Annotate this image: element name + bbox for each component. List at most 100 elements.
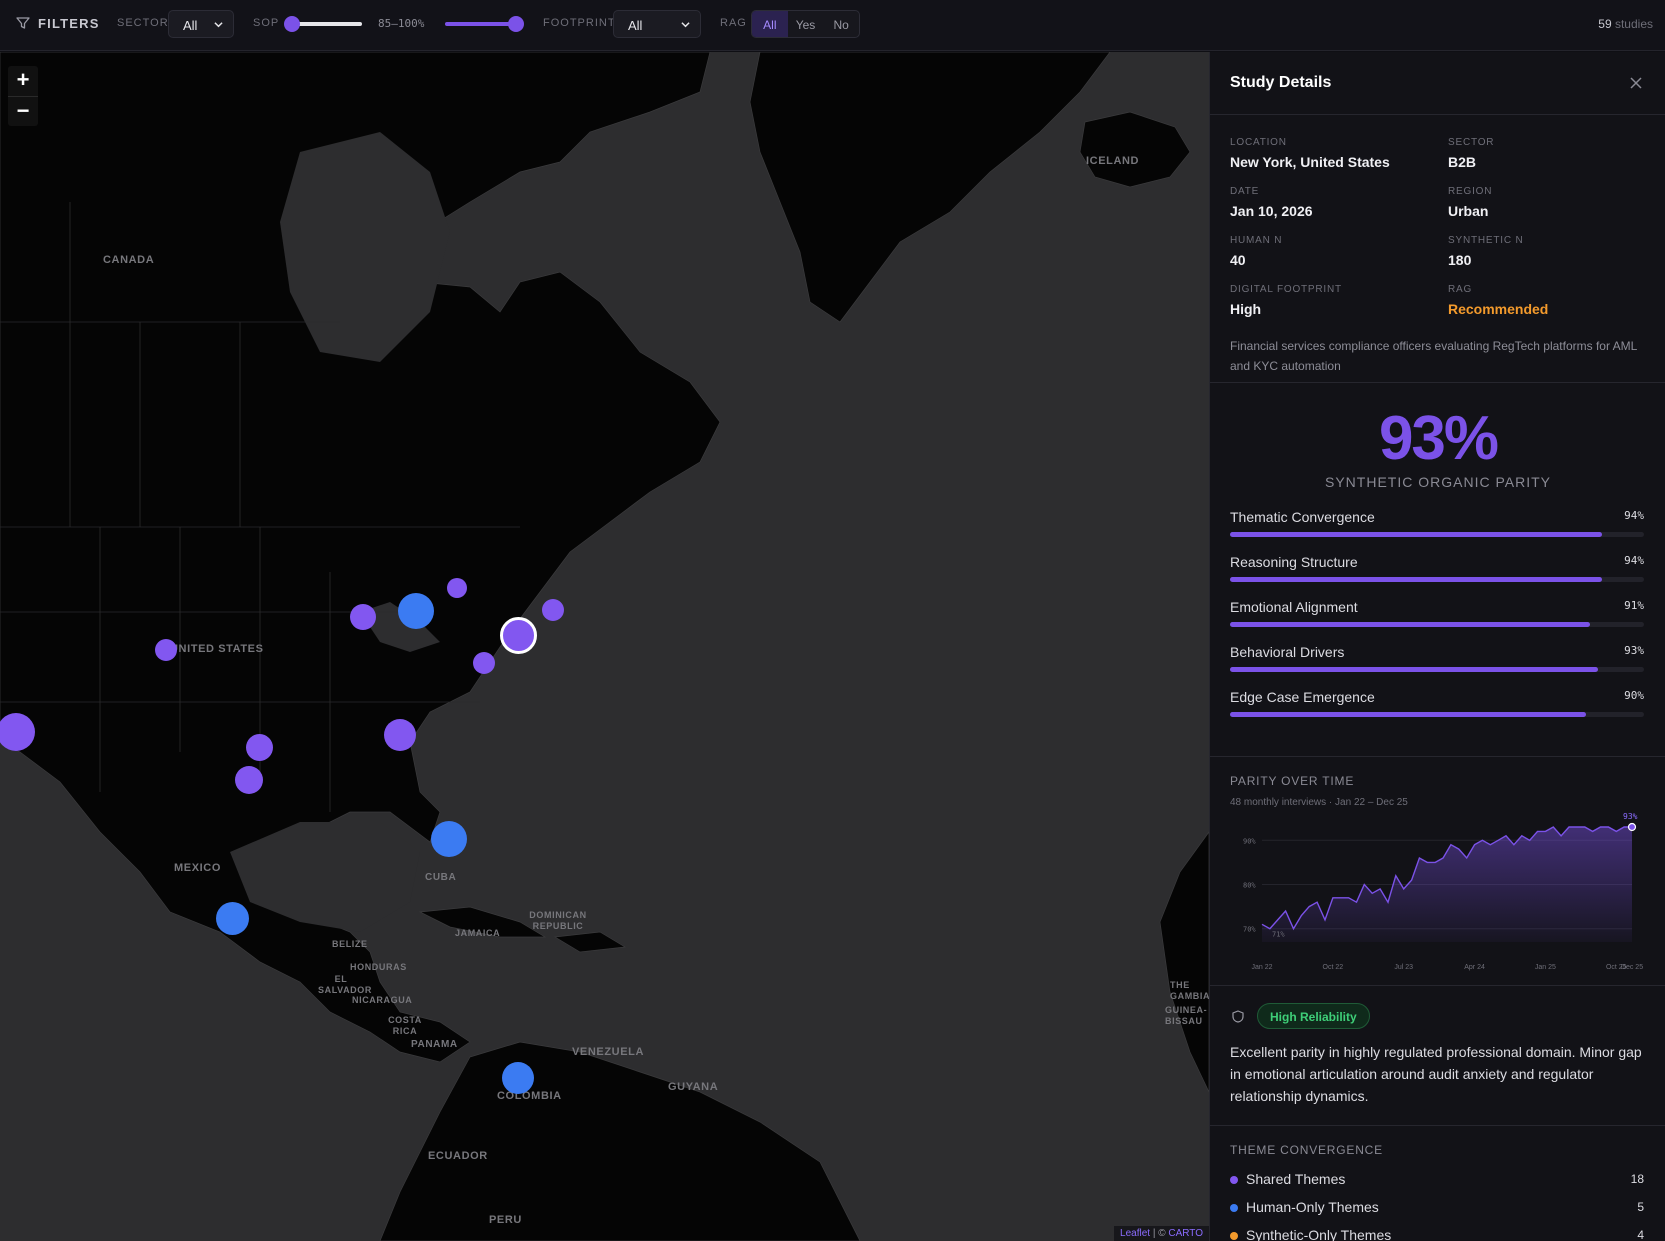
zoom-in-button[interactable]: + [16,67,30,92]
study-details-panel: Study Details LOCATION New York, United S… [1209,52,1665,1241]
footprint-label: FOOTPRINT [543,17,616,29]
study-marker[interactable] [542,599,564,621]
rag-option-all[interactable]: All [752,11,788,37]
rag-label: RAG [720,17,747,29]
reliability-badge: High Reliability [1257,1003,1370,1029]
metric-bar-fill [1230,667,1599,672]
map-label-iceland: ICELAND [1086,155,1140,167]
study-marker[interactable] [398,593,434,629]
filters-title: FILTERS [38,16,100,31]
study-marker[interactable] [0,713,35,751]
theme-label: Human-Only Themes [1246,1199,1379,1215]
rag-option-yes[interactable]: Yes [795,18,816,32]
field-value: 40 [1230,252,1246,268]
sop-slider-max-thumb[interactable] [508,16,524,32]
theme-row: Human-Only Themes 5 [1230,1199,1644,1219]
sop-slider-min-track[interactable] [290,22,362,26]
field-region: REGION Urban [1448,186,1648,219]
field-human-n: HUMAN N 40 [1230,235,1430,268]
metric-value: 93% [1624,644,1644,657]
sop-slider-min-thumb[interactable] [284,16,300,32]
study-marker[interactable] [431,821,467,857]
parity-metric: Edge Case Emergence 90% [1230,689,1644,725]
trend-line [1261,826,1632,931]
metric-label: Behavioral Drivers [1230,644,1345,660]
theme-row: Synthetic-Only Themes 4 [1230,1227,1644,1241]
study-marker[interactable] [246,734,273,761]
field-value: Jan 10, 2026 [1230,203,1313,219]
parity-metric: Emotional Alignment 91% [1230,599,1644,635]
field-key: REGION [1448,186,1493,197]
study-marker[interactable] [350,604,376,630]
field-digital-footprint: DIGITAL FOOTPRINT High [1230,284,1430,317]
study-count-value: 59 [1598,17,1612,31]
field-key: RAG [1448,284,1473,295]
map-label-ecuador: ECUADOR [428,1150,488,1162]
parity-label: SYNTHETIC ORGANIC PARITY [1325,474,1551,490]
water-gulf-of-mexico [230,822,420,932]
metric-value: 94% [1624,554,1644,567]
rag-option-no[interactable]: No [833,18,849,32]
field-location: LOCATION New York, United States [1230,137,1430,170]
sop-slider-max-track[interactable] [445,22,515,26]
field-key: LOCATION [1230,137,1287,148]
x-tick-label: Jan 22 [1251,964,1272,971]
theme-count: 4 [1637,1228,1644,1241]
metric-bar-track [1230,712,1644,717]
map[interactable]: + − ICELAND CANADA UNITED STATES MEXICO … [0,52,1209,1241]
trend-end-point [1627,822,1637,832]
land-greenland [749,52,1111,323]
water-great-lakes [360,602,440,652]
field-key: DATE [1230,186,1260,197]
filter-bar: FILTERS SECTOR All SOP 85–100% FOOTPRINT… [0,0,1665,51]
x-tick-label: Jan 25 [1535,964,1556,971]
study-count-suffix: studies [1614,17,1653,31]
field-rag: RAG Recommended [1448,284,1648,317]
study-marker[interactable] [447,578,467,598]
theme-color-dot [1230,1232,1238,1240]
y-tick-label: 70% [1243,926,1256,934]
close-icon[interactable] [1629,76,1643,90]
study-marker-selected[interactable] [500,617,537,654]
theme-color-dot [1230,1176,1238,1184]
attribution-carto-link[interactable]: CARTO [1168,1228,1203,1239]
filter-icon [16,17,30,29]
footprint-select-value: All [628,18,643,33]
study-marker[interactable] [235,766,263,794]
map-attribution: Leaflet | © CARTO [1114,1226,1209,1241]
zoom-out-button[interactable]: − [8,96,38,126]
metric-bar-track [1230,577,1644,582]
parity-metric: Behavioral Drivers 93% [1230,644,1644,680]
field-value: 180 [1448,252,1472,268]
metric-label: Edge Case Emergence [1230,689,1375,705]
map-label-el-salvador: EL SALVADOR [318,974,372,995]
study-marker[interactable] [216,902,249,935]
study-marker[interactable] [155,639,177,661]
field-date: DATE Jan 10, 2026 [1230,186,1430,219]
study-marker[interactable] [502,1062,534,1094]
study-info: LOCATION New York, United States SECTOR B2… [1210,115,1665,383]
sop-range-text: 85–100% [378,17,425,30]
theme-label: Shared Themes [1246,1171,1346,1187]
map-label-mexico: MEXICO [174,862,221,874]
metric-bar-track [1230,622,1644,627]
footprint-select[interactable]: All [613,10,701,38]
study-marker[interactable] [473,652,495,674]
attribution-leaflet-link[interactable]: Leaflet [1120,1228,1151,1239]
metric-value: 91% [1624,599,1644,612]
parity-section: 93% SYNTHETIC ORGANIC PARITY Thematic Co… [1210,383,1665,757]
sop-label: SOP [253,17,280,29]
land-iceland [1079,111,1191,188]
field-sector: SECTOR B2B [1448,137,1648,170]
map-label-belize: BELIZE [332,939,368,949]
map-label-jamaica: JAMAICA [455,928,501,938]
field-synthetic-n: SYNTHETIC N 180 [1448,235,1648,268]
metric-value: 94% [1624,509,1644,522]
theme-color-dot [1230,1204,1238,1212]
shield-icon [1232,1010,1244,1023]
study-description: Financial services compliance officers e… [1230,339,1637,373]
panel-title: Study Details [1230,74,1332,91]
land-hispaniola [553,931,627,953]
study-marker[interactable] [384,719,416,751]
sector-select[interactable]: All [168,10,234,38]
